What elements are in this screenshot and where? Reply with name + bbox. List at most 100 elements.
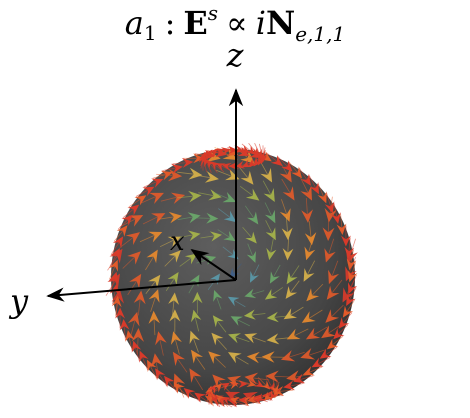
vector-arrow: [281, 160, 293, 172]
vector-arrow: [150, 353, 163, 368]
vector-arrow-tail: [143, 181, 157, 188]
vector-arrow: [333, 328, 345, 340]
vector-arrow: [127, 204, 140, 216]
vector-arrow: [194, 392, 207, 403]
vector-arrow: [214, 148, 224, 157]
vector-arrow: [223, 210, 237, 223]
vector-arrow-tail: [178, 234, 193, 238]
vector-arrow: [245, 231, 257, 244]
vector-arrow-tail: [329, 196, 333, 214]
vector-arrow: [108, 259, 118, 272]
vector-arrow-tail: [222, 246, 234, 256]
vector-arrow-tail: [159, 239, 175, 248]
vector-arrow-tail: [265, 220, 273, 234]
vector-arrow-tail: [235, 399, 247, 404]
vector-arrow: [269, 271, 280, 284]
vector-arrow-tail: [250, 290, 265, 295]
vector-arrow-tail: [135, 347, 140, 361]
vector-arrow-tail: [130, 320, 136, 337]
vector-arrow-tail: [237, 319, 250, 327]
vector-arrow-tail: [274, 337, 290, 340]
vector-arrow-tail: [152, 174, 167, 179]
vector-arrow-tail: [216, 169, 232, 177]
vector-arrow-tail: [241, 143, 251, 152]
vector-arrow-tail: [340, 214, 343, 228]
vector-arrow-tail: [115, 302, 118, 317]
vector-arrow-tail: [328, 238, 335, 255]
vector-arrow-tail: [213, 356, 226, 368]
vector-arrow: [324, 201, 335, 214]
vector-arrow-tail: [200, 235, 215, 239]
vector-arrow-tail: [177, 358, 188, 373]
vector-arrow: [127, 251, 141, 265]
vector-arrow: [345, 266, 357, 282]
vector-arrow: [148, 289, 160, 303]
vector-arrow: [300, 173, 311, 186]
vector-arrow-tail: [348, 237, 351, 252]
vector-arrow: [270, 155, 283, 166]
vector-arrow: [254, 379, 264, 388]
vector-arrow: [142, 186, 155, 197]
vector-arrow-tail: [179, 257, 192, 267]
vector-arrow: [171, 163, 183, 174]
vector-arrow: [264, 289, 278, 300]
vector-arrow-tail: [318, 183, 324, 197]
vector-arrow: [119, 319, 130, 331]
vector-arrow-tail: [160, 196, 177, 202]
vector-arrow-tail: [351, 262, 356, 276]
vector-arrow: [167, 236, 182, 247]
vector-arrow-tail: [149, 365, 158, 379]
vector-arrow-tail: [281, 199, 288, 215]
vector-arrow-tail: [252, 264, 260, 277]
vector-arrow-tail: [195, 356, 206, 370]
vector-arrow-tail: [307, 260, 316, 275]
vector-arrow: [238, 379, 248, 389]
vector-arrow: [212, 315, 224, 328]
vector-arrow: [128, 215, 144, 227]
vector-arrow-tail: [313, 326, 328, 336]
vector-arrow: [168, 250, 181, 263]
vector-arrow-tail: [137, 336, 139, 354]
vector-arrow-tail: [221, 384, 234, 388]
vector-arrow-tail: [198, 192, 214, 197]
vector-arrow: [168, 292, 179, 305]
vector-arrow: [211, 392, 220, 402]
vector-arrow-tail: [244, 205, 255, 219]
vector-arrow-tail: [288, 161, 298, 173]
x-axis-label: x: [170, 227, 185, 257]
vector-arrow: [286, 271, 298, 285]
vector-arrow-tail: [158, 373, 167, 386]
vector-arrow: [240, 145, 251, 153]
vector-arrow: [121, 214, 133, 226]
vector-arrow: [131, 340, 142, 353]
vector-arrow: [244, 333, 258, 344]
vector-arrow-tail: [178, 387, 189, 398]
vector-arrow: [326, 285, 340, 300]
vector-arrow: [319, 348, 332, 359]
vector-arrow: [321, 325, 336, 339]
vector-arrow-tail: [140, 196, 157, 204]
vector-arrow: [208, 351, 222, 364]
vector-arrow: [208, 189, 222, 201]
vector-arrow-tail: [262, 180, 272, 195]
vector-arrow-tail: [239, 185, 254, 197]
y-axis-arrow: [46, 279, 237, 302]
vector-arrow: [266, 247, 277, 261]
vector-arrow-tail: [246, 400, 260, 404]
vector-arrow: [260, 167, 273, 183]
vector-arrow-tail: [333, 203, 338, 217]
vector-arrow-tail: [266, 152, 278, 162]
vector-arrow-tail: [248, 378, 259, 385]
vector-arrow: [270, 384, 279, 395]
vector-arrow: [208, 148, 218, 158]
vector-arrow-tail: [218, 208, 231, 218]
vector-arrow-tail: [248, 142, 256, 153]
vector-arrow-tail: [177, 171, 194, 175]
vector-arrow-tail: [325, 346, 338, 356]
vector-arrow-tail: [117, 219, 129, 230]
vector-arrow-tail: [113, 230, 124, 242]
vector-arrow: [108, 271, 119, 284]
vector-arrow: [147, 359, 157, 372]
vector-arrow: [148, 231, 163, 243]
vector-arrow: [342, 305, 354, 318]
